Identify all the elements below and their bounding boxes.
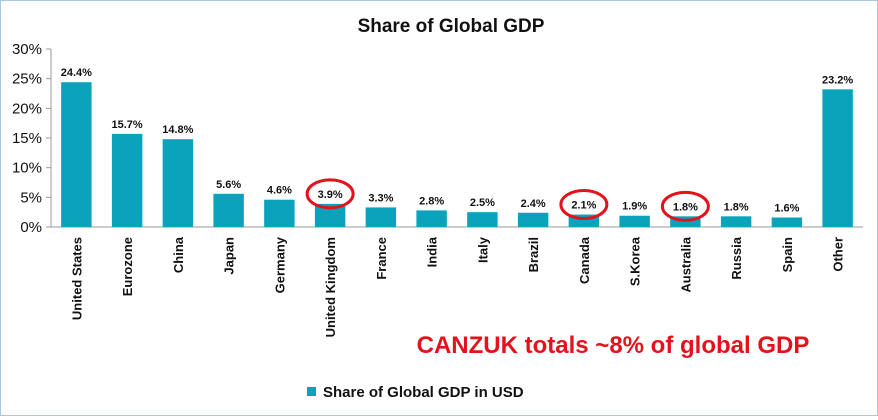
data-label: 3.3% bbox=[368, 192, 393, 204]
highlight-circle bbox=[660, 190, 710, 222]
y-tick-label: 30% bbox=[12, 41, 42, 58]
x-tick-label: Japan bbox=[222, 237, 237, 275]
x-tick-label: France bbox=[374, 237, 389, 280]
y-tick-label: 0% bbox=[20, 219, 42, 236]
bar bbox=[61, 82, 92, 227]
data-label: 1.8% bbox=[724, 201, 749, 213]
y-tick-label: 10% bbox=[12, 160, 42, 177]
data-label: 15.7% bbox=[112, 119, 143, 131]
x-tick-label: United Kingdom bbox=[323, 237, 338, 337]
bar bbox=[264, 199, 295, 227]
bar bbox=[314, 203, 346, 227]
data-label: 5.6% bbox=[216, 179, 241, 191]
highlight-circles bbox=[305, 178, 710, 222]
y-tick-label: 25% bbox=[12, 71, 42, 88]
bar bbox=[467, 212, 498, 227]
bar bbox=[111, 133, 143, 227]
canzuk-annotation: CANZUK totals ~8% of global GDP bbox=[417, 332, 810, 359]
data-label: 2.8% bbox=[419, 195, 444, 207]
bar bbox=[213, 193, 244, 227]
bar bbox=[771, 217, 803, 227]
x-tick-label: India bbox=[425, 236, 440, 267]
x-tick-label: United States bbox=[69, 237, 84, 320]
x-tick-label: Russia bbox=[729, 236, 744, 279]
data-label: 4.6% bbox=[267, 185, 292, 197]
bar bbox=[416, 210, 447, 227]
data-label: 3.9% bbox=[318, 189, 343, 201]
data-label: 1.8% bbox=[673, 201, 698, 213]
x-axis-labels: United States Eurozone China Japan Germany Un… bbox=[69, 236, 845, 337]
bar bbox=[720, 216, 752, 227]
data-label: 14.8% bbox=[162, 124, 193, 136]
bar bbox=[619, 215, 650, 227]
data-label: 2.4% bbox=[521, 198, 546, 210]
data-label: 2.5% bbox=[470, 197, 495, 209]
data-labels: 24.4% 15.7% 14.8% 5.6% 4.6% 3.9% 3.3% 2.8% 2.5% 2… bbox=[61, 67, 854, 214]
x-tick-label: Eurozone bbox=[120, 237, 135, 296]
bars bbox=[61, 82, 853, 227]
data-label: 24.4% bbox=[61, 67, 92, 79]
legend: Share of Global GDP in USD bbox=[307, 384, 524, 401]
legend-label: Share of Global GDP in USD bbox=[323, 384, 524, 401]
x-tick-label: Canada bbox=[577, 236, 592, 284]
x-tick-label: Germany bbox=[272, 236, 287, 293]
highlight-circle bbox=[305, 178, 355, 210]
bar bbox=[162, 139, 194, 227]
x-tick-label: Spain bbox=[780, 237, 795, 272]
x-tick-label: China bbox=[171, 236, 186, 273]
x-tick-label: S.Korea bbox=[628, 236, 643, 286]
x-tick-label: Australia bbox=[678, 236, 693, 292]
data-label: 2.1% bbox=[571, 200, 596, 212]
y-tick-label: 15% bbox=[12, 130, 42, 147]
highlight-circle bbox=[559, 189, 609, 221]
x-tick-label: Other bbox=[831, 237, 846, 272]
x-tick-label: Italy bbox=[475, 236, 490, 263]
data-label: 1.6% bbox=[774, 203, 799, 215]
data-label: 23.2% bbox=[822, 74, 853, 86]
x-tick-label: Brazil bbox=[526, 237, 541, 272]
data-label: 1.9% bbox=[622, 201, 647, 213]
y-tick-label: 5% bbox=[20, 189, 42, 206]
chart-title: Share of Global GDP bbox=[358, 16, 545, 37]
bar bbox=[365, 207, 397, 227]
bar bbox=[517, 212, 549, 227]
bar bbox=[822, 89, 853, 227]
y-tick-label: 20% bbox=[12, 100, 42, 117]
legend-swatch bbox=[307, 387, 316, 396]
